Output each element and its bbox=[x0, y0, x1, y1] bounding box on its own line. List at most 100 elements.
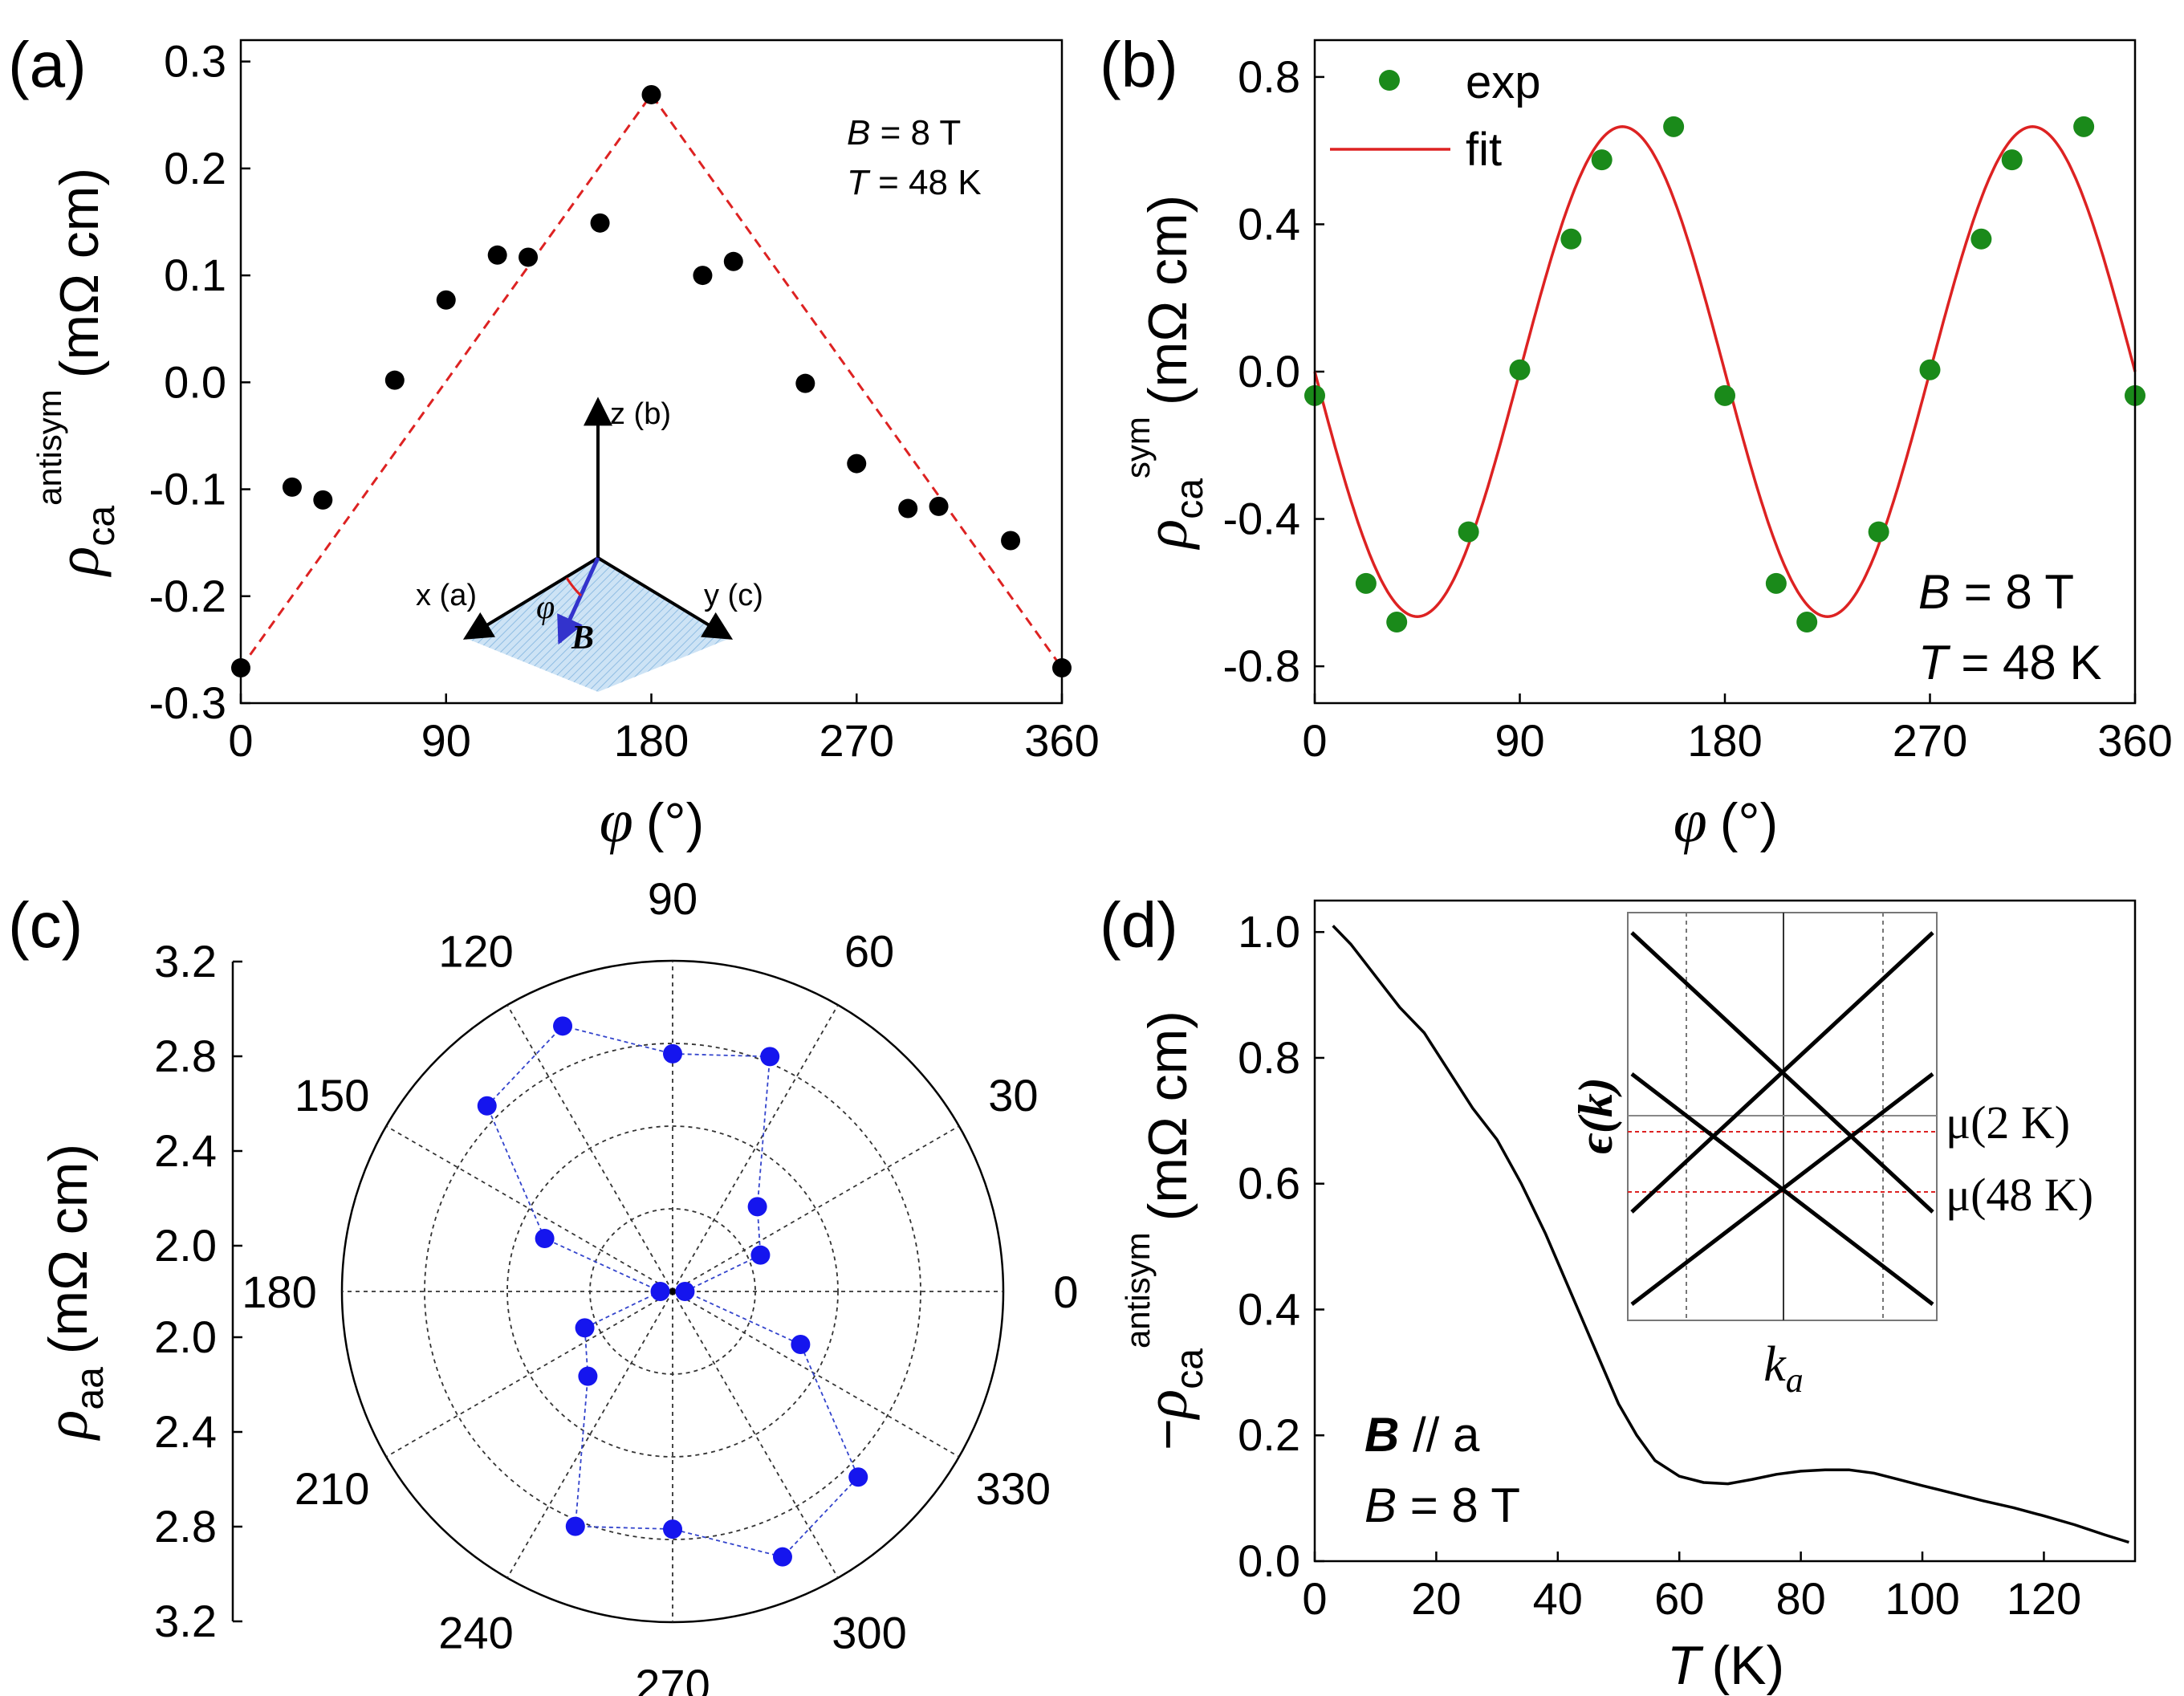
dashed-guide-line bbox=[239, 92, 1064, 669]
radial-scale-ticks: 3.2 2.8 2.4 2.0 2.0 2.4 2.8 3.2 bbox=[154, 936, 242, 1646]
y-tick-label: 0.0 bbox=[164, 356, 226, 407]
data-point bbox=[641, 84, 661, 104]
angle-label: 30 bbox=[988, 1070, 1038, 1120]
grid-spoke bbox=[385, 1291, 673, 1458]
inset-mu-48k-label: μ(48 K) bbox=[1946, 1169, 2093, 1221]
angle-label: 60 bbox=[844, 926, 894, 977]
data-point bbox=[1355, 572, 1377, 594]
hatched-plane bbox=[466, 558, 730, 692]
coordinate-inset: z (b) x (a) y (c) φ B bbox=[416, 397, 763, 692]
panel-d: (d) 0 20 40 60 80 100 120 0.0 0.2 0.4 0.6 0.8 1.0 ka… bbox=[1100, 889, 2137, 1696]
data-point bbox=[750, 1245, 771, 1265]
x-tick-label: 80 bbox=[1775, 1573, 1825, 1624]
angle-label: 300 bbox=[832, 1607, 906, 1657]
x-tick-label: 60 bbox=[1654, 1573, 1704, 1624]
band-line bbox=[1630, 931, 1934, 1214]
data-point bbox=[760, 1047, 780, 1067]
data-point bbox=[1714, 384, 1735, 406]
panel-label-a: (a) bbox=[8, 29, 87, 100]
grid-spoke bbox=[385, 1125, 673, 1292]
data-point bbox=[590, 213, 610, 233]
y-tick-label: -0.8 bbox=[1223, 641, 1301, 691]
axes-frame bbox=[239, 39, 1064, 705]
data-point bbox=[675, 1282, 695, 1301]
data-point bbox=[847, 453, 867, 474]
data-point bbox=[1765, 572, 1787, 594]
x-y-tick-labels: 0 90 180 270 360 -0.3 -0.2 -0.1 0.0 0.1 0.2 0.3 bbox=[149, 36, 1100, 766]
angle-label: 120 bbox=[438, 926, 513, 977]
y-tick-label: 0.4 bbox=[1238, 1283, 1300, 1334]
scale-tick-label: 2.8 bbox=[154, 1501, 217, 1552]
grid-circle bbox=[424, 1043, 921, 1540]
x-axis-label: φ (°) bbox=[1674, 787, 1779, 855]
x-tick-label: 100 bbox=[1885, 1573, 1959, 1624]
y-tick-label: 0.0 bbox=[1238, 346, 1300, 397]
x-tick-label: 0 bbox=[228, 715, 253, 766]
data-point bbox=[1386, 612, 1408, 633]
polar-grid bbox=[340, 959, 1005, 1624]
legend-text-t: T = 48 K bbox=[1918, 636, 2101, 689]
y-tick-label: 0.8 bbox=[1238, 51, 1300, 102]
data-point bbox=[1663, 116, 1685, 137]
y-tick-label: 0.2 bbox=[1238, 1409, 1300, 1460]
y-axis-label: ρcasym(mΩ cm) bbox=[1119, 195, 1211, 551]
y-tick-label: 0.3 bbox=[164, 36, 226, 87]
data-point bbox=[1591, 149, 1613, 171]
x-tick-label: 180 bbox=[1687, 715, 1762, 766]
panel-label-b: (b) bbox=[1100, 29, 1178, 100]
legend-text-b: B = 8 T bbox=[1364, 1478, 1520, 1532]
inset-y-label: y (c) bbox=[704, 579, 763, 612]
legend-text-t: T = 48 K bbox=[847, 163, 982, 202]
y-tick-label: 0.6 bbox=[1238, 1158, 1300, 1209]
data-curve bbox=[1332, 925, 2129, 1544]
data-point bbox=[772, 1547, 792, 1567]
grid-spoke bbox=[506, 1291, 673, 1579]
y-tick-label: 0.4 bbox=[1238, 198, 1300, 249]
panel-b: (b) 0 90 180 270 360 -0.8 -0.4 0.0 0.4 0.8 exp fi… bbox=[1100, 29, 2173, 855]
data-point bbox=[477, 1096, 497, 1116]
inset-z-label: z (b) bbox=[610, 397, 671, 431]
data-point bbox=[1868, 521, 1889, 543]
dashed-guide bbox=[239, 92, 1064, 669]
data-point bbox=[578, 1366, 598, 1386]
scale-tick-label: 2.8 bbox=[154, 1031, 217, 1081]
x-y-tick-labels: 0 20 40 60 80 100 120 0.0 0.2 0.4 0.6 0.8 1.0 bbox=[1238, 906, 2081, 1624]
data-point bbox=[535, 1228, 555, 1248]
x-tick-label: 90 bbox=[1495, 715, 1544, 766]
y-axis bbox=[596, 556, 734, 640]
scale-tick-label: 3.2 bbox=[154, 936, 217, 986]
angle-labels: 0 30 60 90 120 150 180 210 240 300 270 330 bbox=[242, 873, 1078, 1696]
data-point bbox=[436, 290, 456, 310]
grid-spoke bbox=[672, 1291, 960, 1458]
angle-label: 180 bbox=[242, 1267, 316, 1317]
phi-arc bbox=[565, 577, 583, 597]
x-axis bbox=[462, 556, 600, 640]
grid-spoke bbox=[672, 1125, 960, 1292]
grid-spoke bbox=[672, 1291, 839, 1579]
x-axis-label: φ (°) bbox=[600, 787, 705, 855]
panel-label-d: (d) bbox=[1100, 889, 1178, 961]
data-point bbox=[2073, 116, 2095, 137]
center-dot bbox=[669, 1288, 676, 1295]
inset-phi-label: φ bbox=[536, 589, 555, 626]
data-point bbox=[791, 1335, 811, 1355]
data-point bbox=[313, 490, 333, 510]
y-tick-label: 0.0 bbox=[1238, 1535, 1300, 1586]
angle-label: 210 bbox=[295, 1463, 369, 1514]
fit-curve bbox=[1313, 125, 2137, 618]
x-tick-label: 270 bbox=[820, 715, 894, 766]
data-point bbox=[693, 266, 713, 286]
inset-x-label: x (a) bbox=[416, 579, 477, 612]
x-tick-label: 0 bbox=[1302, 715, 1327, 766]
grid-spoke bbox=[506, 1004, 673, 1292]
x-axis-label: T (K) bbox=[1667, 1635, 1784, 1696]
legend-text-bvec: B // a bbox=[1364, 1408, 1480, 1462]
data-point bbox=[650, 1282, 670, 1301]
y-axis-label: ρaa(mΩ cm) bbox=[33, 1144, 112, 1441]
band-inset: ka ϵ(k) μ(2 K) μ(48 K) bbox=[1569, 912, 2093, 1400]
data-point bbox=[565, 1516, 585, 1536]
x-tick-label: 360 bbox=[2097, 715, 2172, 766]
data-point bbox=[1560, 228, 1582, 250]
data-points bbox=[231, 84, 1072, 678]
x-tick-label: 0 bbox=[1302, 1573, 1327, 1624]
